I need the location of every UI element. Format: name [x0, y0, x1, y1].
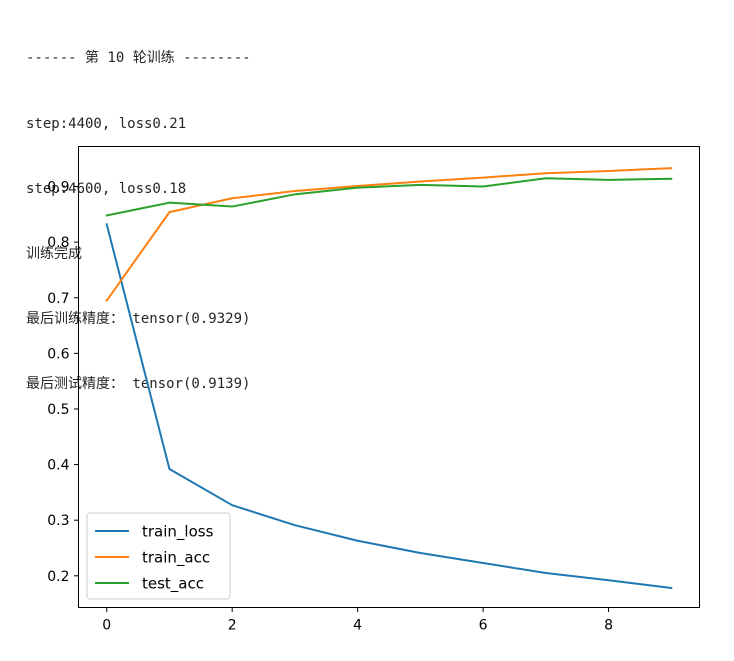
series-line-train-loss	[105, 223, 673, 590]
y-tick-label: 0.2	[47, 569, 69, 585]
console-line-final-test-acc: 最后测试精度： tensor(0.9139)	[26, 375, 251, 392]
console-line-final-train-acc: 最后训练精度： tensor(0.9329)	[26, 310, 251, 327]
legend-label-train-loss: train_loss	[142, 523, 214, 542]
console-line-step-4600: step:4600, loss0.18	[26, 180, 187, 197]
y-tick-label: 0.6	[47, 346, 69, 362]
legend: train_loss train_acc test_acc	[86, 512, 231, 600]
y-tick-label: 0.7	[47, 291, 69, 307]
console-line-step-4400: step:4400, loss0.21	[26, 115, 187, 132]
y-tick-label: 0.5	[47, 402, 69, 418]
y-tick-label: 0.3	[47, 513, 69, 529]
x-tick-label: 2	[228, 618, 237, 634]
legend-label-test-acc: test_acc	[142, 575, 204, 594]
x-tick-label: 8	[604, 618, 613, 634]
x-tick-label: 4	[353, 618, 362, 634]
x-tick-label: 0	[102, 618, 111, 634]
axes-frame	[78, 146, 700, 608]
console-line-epoch-header: ------ 第 10 轮训练 --------	[26, 50, 251, 67]
series-line-test-acc	[105, 177, 673, 217]
series-layer	[105, 167, 673, 590]
y-tick-label: 0.9	[47, 180, 69, 196]
y-tick-label: 0.8	[47, 235, 69, 251]
series-line-train-acc	[105, 167, 673, 302]
x-axis: 0 2 4 6 8	[102, 607, 613, 634]
console-line-training-complete: 训练完成	[26, 245, 82, 262]
console-output: ------ 第 10 轮训练 -------- step:4400, loss…	[26, 5, 251, 417]
y-tick-label: 0.4	[47, 458, 69, 474]
x-tick-label: 6	[479, 618, 488, 634]
legend-label-train-acc: train_acc	[142, 549, 210, 568]
legend-box	[86, 512, 231, 600]
y-axis: 0.2 0.3 0.4 0.5 0.6 0.7 0.8 0.9	[47, 180, 79, 585]
